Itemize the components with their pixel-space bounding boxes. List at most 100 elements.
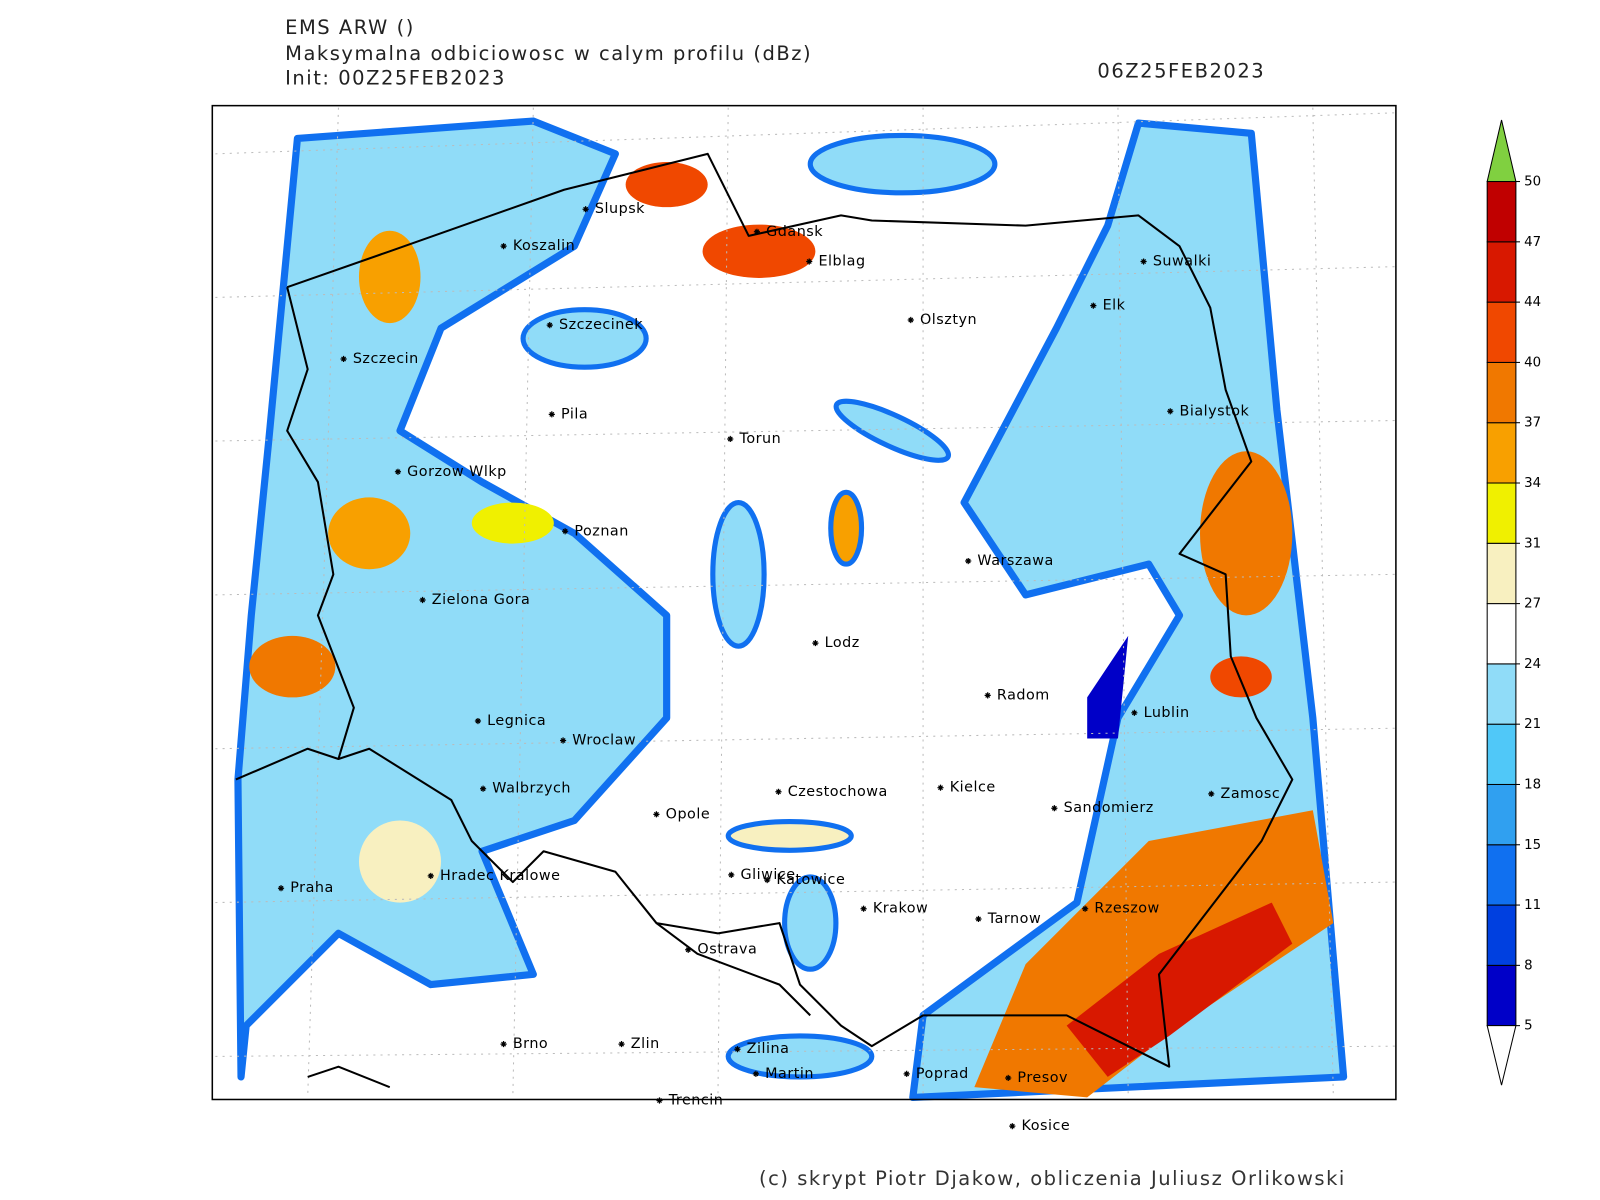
city-marker — [1131, 709, 1138, 716]
city-marker — [764, 876, 771, 884]
city-marker — [546, 322, 553, 329]
echo-area — [828, 489, 865, 567]
echo-area — [1066, 902, 1293, 1077]
city-label: Tarnow — [987, 911, 1042, 927]
city-marker — [500, 1041, 507, 1048]
city-marker — [618, 1041, 625, 1048]
city-marker — [753, 228, 760, 235]
city-label: Zamosc — [1221, 786, 1281, 802]
echo-area — [833, 398, 952, 463]
city-label: Radom — [997, 687, 1050, 703]
city-marker — [984, 692, 991, 699]
city-label: Szczecin — [353, 351, 419, 367]
echo-area — [520, 307, 649, 370]
city-label: Sandomierz — [1064, 800, 1154, 816]
echo-area — [1210, 656, 1272, 698]
colorbar-segment — [1486, 663, 1517, 725]
city-label: Koszalin — [513, 238, 575, 254]
colorbar-segment — [1486, 964, 1517, 1027]
echo-area — [702, 224, 816, 278]
colorbar-segment — [1486, 361, 1517, 424]
echo-area — [807, 132, 998, 196]
echo-area — [710, 500, 767, 649]
colorbar-segment — [1486, 603, 1517, 665]
colorbar-label: 50 — [1524, 175, 1541, 190]
colorbar-under — [1486, 1025, 1517, 1086]
colorbar-segment — [1486, 904, 1517, 966]
city-marker — [1208, 790, 1215, 797]
map — [211, 104, 1397, 1102]
colorbar-label: 40 — [1524, 355, 1541, 370]
city-marker — [1051, 805, 1058, 812]
city-marker — [419, 596, 426, 604]
city-label: Torun — [738, 431, 781, 447]
city-label: Trencin — [668, 1093, 724, 1109]
colorbar-label: 15 — [1524, 838, 1541, 853]
model-title: EMS ARW () — [285, 16, 415, 39]
city-marker — [734, 1046, 741, 1053]
colorbar-segment — [1486, 723, 1517, 785]
colorbar-label: 21 — [1524, 717, 1541, 732]
city-label: Gdansk — [766, 224, 823, 240]
city-label: Poznan — [574, 523, 629, 539]
colorbar-over — [1486, 119, 1517, 183]
city-marker — [1009, 1123, 1016, 1130]
city-marker — [548, 411, 555, 418]
city-label: Krakow — [873, 901, 928, 917]
echo-area — [1200, 451, 1293, 616]
city-label: Elblag — [818, 254, 865, 270]
colorbar-label: 18 — [1524, 777, 1541, 792]
city-marker — [479, 785, 487, 792]
country-border — [235, 747, 811, 1089]
echo-area — [782, 874, 839, 972]
city-label: Walbrzych — [492, 781, 571, 797]
city-label: Wroclaw — [572, 733, 636, 749]
city-label: Olsztyn — [920, 312, 977, 328]
city-label: Kosice — [1022, 1118, 1071, 1134]
colorbar-segment — [1486, 181, 1517, 243]
colorbar-label: 37 — [1524, 416, 1541, 431]
city-marker — [277, 885, 285, 892]
city-marker — [806, 258, 813, 265]
city-label: Suwalki — [1153, 254, 1212, 270]
colorbar-label: 11 — [1524, 898, 1541, 913]
city-marker — [965, 557, 972, 565]
city-labels: Slupsk Gdansk Koszalin Elblag Suwalki Olsztyn… — [277, 201, 1281, 1134]
city-label: Praha — [290, 880, 334, 896]
city-marker — [752, 1070, 759, 1077]
colorbar-segment — [1486, 783, 1517, 846]
echo-area — [974, 810, 1334, 1098]
city-label: Pila — [561, 406, 588, 422]
colorbar-segment — [1486, 241, 1517, 303]
city-marker — [1140, 258, 1147, 265]
colorbar-label: 31 — [1524, 536, 1541, 551]
city-label: Brno — [513, 1036, 548, 1052]
city-label: Slupsk — [595, 201, 645, 217]
city-marker — [500, 243, 507, 250]
echo-area — [725, 818, 854, 853]
city-label: Hradec Kralowe — [440, 868, 560, 884]
echo-area — [358, 230, 421, 324]
city-marker — [656, 1097, 663, 1104]
city-marker — [1082, 905, 1089, 912]
city-label: Warszawa — [977, 553, 1053, 569]
city-label: Martin — [765, 1066, 814, 1082]
echo-area — [625, 162, 708, 208]
city-label: Szczecinek — [559, 317, 643, 333]
city-marker — [474, 717, 482, 725]
map-frame — [211, 104, 1397, 1101]
city-marker — [775, 788, 782, 795]
city-label: Gliwice — [741, 867, 796, 883]
city-marker — [427, 872, 434, 879]
city-label: Zielona Gora — [432, 592, 531, 608]
colorbar-segment — [1486, 482, 1517, 544]
city-label: Zilina — [747, 1041, 790, 1057]
colorbar-segment — [1486, 422, 1517, 484]
city-marker — [1090, 302, 1097, 309]
echo-area — [328, 497, 411, 570]
city-label: Gorzow Wlkp — [407, 464, 507, 480]
city-marker — [860, 905, 867, 912]
city-marker — [582, 206, 589, 213]
echo-area — [725, 1033, 875, 1080]
